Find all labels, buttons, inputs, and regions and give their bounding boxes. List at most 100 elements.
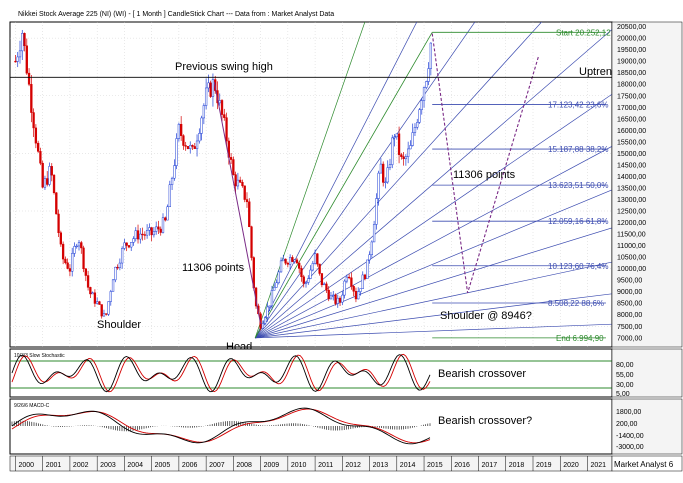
candle-body	[307, 278, 310, 283]
candle-body	[220, 100, 224, 115]
candle-body	[105, 313, 108, 315]
gann-fan	[254, 22, 612, 339]
candle-body	[397, 133, 401, 155]
candle-body	[386, 167, 389, 183]
x-tick-label: 2009	[264, 462, 280, 469]
fan-ray-1	[255, 293, 612, 339]
y-tick-label: 15000,00	[617, 151, 646, 158]
candle-body	[402, 156, 405, 160]
macd-tick-minus-1400: -1400,00	[616, 433, 644, 440]
candle-body	[334, 294, 337, 304]
candle-body	[198, 133, 201, 142]
stochastic-tick-80: 80,00	[616, 362, 634, 369]
candle-body	[211, 79, 215, 97]
annotation-shoulder-left: Shoulder	[97, 319, 141, 331]
candle-body	[109, 291, 112, 302]
candle-body	[71, 253, 74, 272]
candle-body	[338, 297, 342, 303]
candle-body	[202, 105, 206, 119]
macd-axis	[611, 398, 683, 455]
candle-body	[41, 162, 44, 188]
candle-body	[173, 165, 176, 179]
fib-level-label: 17.123,42 23,6%	[548, 100, 609, 109]
annotation-shoulder-right: Shoulder @ 8946?	[440, 310, 532, 322]
fan-ray-8	[254, 22, 543, 339]
candle-body	[343, 280, 346, 296]
candle-body	[341, 294, 344, 303]
candle-body	[400, 154, 403, 157]
y-tick-label: 7000,00	[617, 335, 642, 342]
price-axis: 20500,00 20000,00 19500,00 19000,00 18500,00…	[611, 21, 683, 348]
fan-ray-9	[254, 22, 476, 339]
annotation-uptrend: Uptrend	[579, 66, 618, 78]
candle-body	[250, 226, 253, 258]
x-tick-label: 2001	[46, 462, 62, 469]
candle-body	[177, 123, 181, 139]
x-tick-label: 2016	[454, 462, 470, 469]
candle-body	[193, 146, 196, 149]
candle-body	[180, 123, 183, 136]
fan-ray-0	[255, 323, 612, 339]
candlestick-series	[14, 29, 433, 331]
candle-body	[413, 127, 417, 133]
candle-body	[161, 217, 165, 233]
stochastic-axis	[611, 348, 683, 398]
macd-pane: 9/26/6 MACD-C Bearish crossover? 1800,00…	[9, 398, 683, 455]
fib-level-label: 8.508,22 88,6%	[548, 299, 604, 308]
candle-body	[73, 246, 76, 254]
macd-pane-frame	[9, 398, 613, 455]
y-tick-label: 16000,00	[617, 128, 646, 135]
candle-body	[266, 306, 269, 318]
candle-body	[300, 268, 303, 278]
candle-body	[320, 273, 324, 286]
candle-body	[329, 295, 333, 300]
candle-body	[25, 45, 28, 74]
candle-body	[368, 254, 371, 261]
x-tick-label: 2020	[563, 462, 579, 469]
candle-body	[52, 174, 56, 193]
candle-body	[82, 247, 85, 269]
candle-body	[409, 145, 412, 150]
candle-body	[68, 268, 72, 272]
candle-body	[207, 82, 210, 89]
candle-body	[50, 166, 53, 176]
candle-body	[36, 142, 40, 152]
candle-body	[14, 60, 17, 63]
candle-body	[323, 283, 326, 286]
candle-body	[357, 291, 360, 300]
candle-body	[204, 87, 208, 106]
candle-body	[170, 177, 174, 185]
candle-body	[64, 258, 67, 264]
candle-body	[309, 269, 312, 279]
candle-body	[270, 289, 274, 307]
candle-body	[139, 233, 142, 240]
y-tick-label: 20500,00	[617, 24, 646, 31]
candle-body	[407, 148, 410, 157]
x-tick-label: 2018	[509, 462, 525, 469]
candle-body	[284, 258, 287, 264]
candle-body	[352, 286, 355, 292]
candle-body	[302, 276, 305, 284]
candle-body	[157, 226, 160, 230]
candle-body	[379, 163, 383, 174]
candle-body	[98, 301, 101, 305]
candle-body	[313, 253, 317, 264]
candle-body	[225, 117, 228, 142]
candle-body	[143, 234, 146, 236]
candle-body	[223, 114, 226, 118]
x-tick-label: 2003	[100, 462, 116, 469]
y-tick-label: 9500,00	[617, 278, 642, 285]
candle-body	[273, 287, 276, 291]
candle-body	[175, 138, 178, 166]
x-tick-label: 2000	[18, 462, 34, 469]
y-tick-label: 17500,00	[617, 93, 646, 100]
candle-body	[286, 262, 289, 265]
candle-body	[425, 81, 428, 88]
candle-body	[77, 242, 81, 247]
y-tick-label: 18000,00	[617, 82, 646, 89]
candle-body	[57, 213, 60, 233]
candle-body	[236, 179, 240, 187]
candle-body	[370, 241, 373, 255]
candle-body	[377, 172, 380, 199]
candle-body	[141, 233, 144, 236]
